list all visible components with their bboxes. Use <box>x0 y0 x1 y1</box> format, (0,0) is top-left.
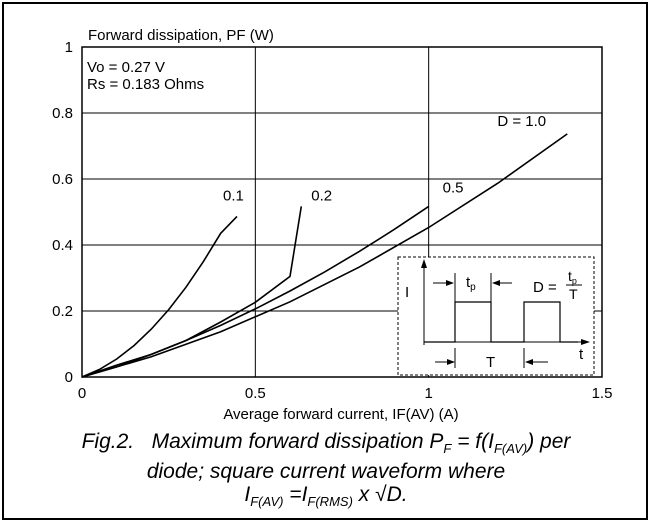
annotation-rs: Rs = 0.183 Ohms <box>87 76 204 93</box>
series-label-1: 0.2 <box>311 187 332 204</box>
inset-T-label: T <box>486 354 495 371</box>
caption-line-1: Fig.2. Maximum forward dissipation PF = … <box>81 430 571 456</box>
inset-frac-num: tp <box>568 268 577 286</box>
x-axis-title: Average forward current, IF(AV) (A) <box>223 406 458 423</box>
inset-t-axis: t <box>579 346 584 363</box>
y-tick-label: 0.8 <box>52 105 73 122</box>
series-group <box>81 133 568 378</box>
tick-labels: 0 0.5 1 1.5 0 0.2 0.4 0.6 0.8 1 <box>52 39 612 402</box>
x-tick-label: 0 <box>78 385 86 402</box>
inset-i-label: I <box>405 284 409 301</box>
inset-d-label: D = <box>533 279 557 296</box>
series-line-2 <box>81 205 430 378</box>
figure-caption: Fig.2. Maximum forward dissipation PF = … <box>0 430 652 513</box>
y-tick-label: 0 <box>65 369 73 386</box>
y-tick-label: 0.2 <box>52 303 73 320</box>
chart: 0 0.5 1 1.5 0 0.2 0.4 0.6 0.8 1 Forward dissipati… <box>52 27 612 423</box>
y-axis-title: Forward dissipation, PF (W) <box>88 27 274 44</box>
plot-area <box>81 46 603 378</box>
caption-line-3: IF(AV) =IF(RMS) x √D. <box>244 483 408 509</box>
x-tick-label: 1 <box>424 385 432 402</box>
y-tick-label: 1 <box>65 39 73 56</box>
series-label-3: D = 1.0 <box>497 113 546 130</box>
x-tick-label: 1.5 <box>592 385 613 402</box>
square-waveform <box>424 301 578 343</box>
y-tick-label: 0.4 <box>52 237 73 254</box>
series-labels: 0.1 0.2 0.5 D = 1.0 <box>223 113 546 204</box>
series-label-2: 0.5 <box>443 179 464 196</box>
annotation-vo: Vo = 0.27 V <box>87 59 165 76</box>
series-line-3 <box>81 133 568 378</box>
y-tick-label: 0.6 <box>52 171 73 188</box>
series-line-1 <box>81 206 303 378</box>
inset-frac-den: T <box>569 286 578 302</box>
waveform-inset: I tp D = tp T T t <box>397 256 595 376</box>
inset-tp-label: tp <box>466 274 476 293</box>
x-tick-label: 0.5 <box>245 385 266 402</box>
series-line-0 <box>81 215 238 378</box>
inset-box <box>397 256 595 376</box>
series-label-0: 0.1 <box>223 187 244 204</box>
caption-line-2: diode; square current waveform where <box>146 460 506 483</box>
